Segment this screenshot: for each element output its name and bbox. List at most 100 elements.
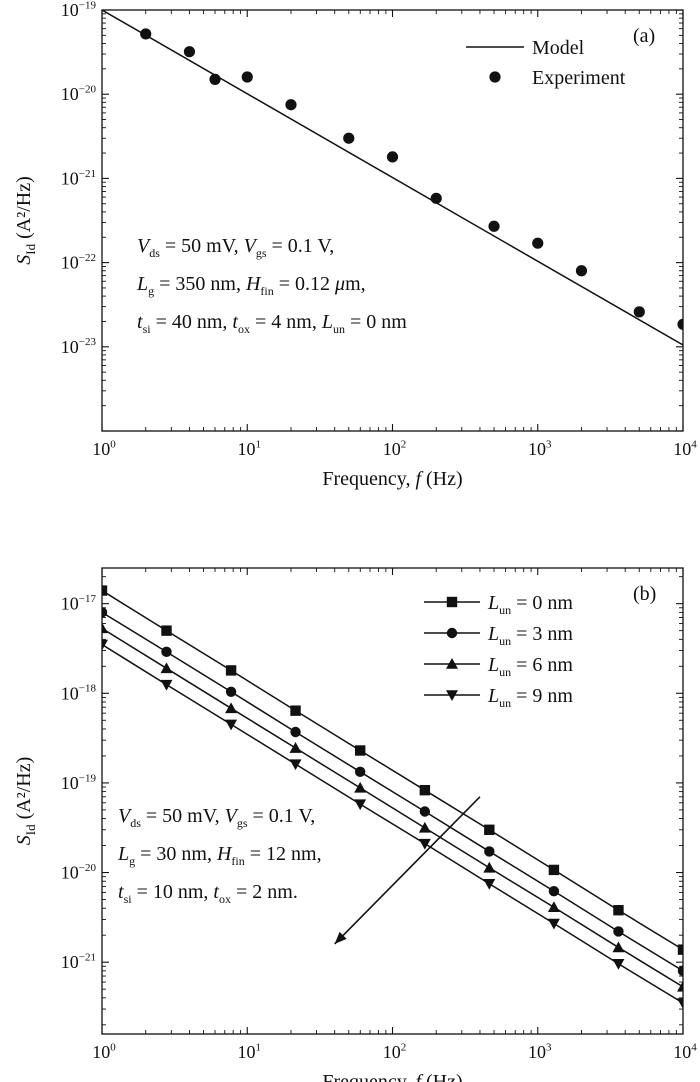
y-tick-label-mantissa: 10 [61,773,79,793]
series-point [102,639,108,651]
series-point [102,585,108,596]
y-tick-label: 10−20 [61,84,97,105]
x-tick-label: 101 [238,1041,262,1062]
legend-label-part: = 0 nm [511,592,573,614]
x-tick-label: 101 [238,438,262,459]
annotation-line-part: gs [237,816,248,830]
x-tick-label: 100 [92,438,116,459]
annotation-line: Vds = 50 mV, Vgs = 0.1 V, [118,805,315,830]
legend-marker-swatch [446,658,458,669]
y-tick-label: 10−23 [61,336,97,357]
y-axis-title-unit: (A²/Hz) [13,176,35,244]
series-point [225,665,237,676]
series-point [483,861,496,873]
annotation-line-part: un [333,322,345,336]
series-point [289,759,302,771]
experiment-point [241,71,253,83]
x-tick-label-mantissa: 10 [92,1042,110,1062]
experiment-point [633,306,645,318]
series-point [354,799,367,811]
y-tick-label-mantissa: 10 [61,84,79,104]
y-axis-title-symbol: S [13,835,35,845]
x-tick-label-exponent: 1 [256,438,262,450]
annotation-line-part: μ [334,273,345,295]
annotation-line: Vds = 50 mV, Vgs = 0.1 V, [137,235,334,260]
trend-arrow-head [334,931,347,944]
y-axis-title-symbol: S [13,255,35,265]
x-tick-label: 102 [383,1041,407,1062]
annotation-line-part: H [216,843,233,865]
y-tick-label: 10−17 [61,593,97,614]
series-point [547,901,560,913]
y-tick-label: 10−19 [61,0,97,20]
series-point [102,607,108,618]
series-point [161,625,172,636]
y-tick-label-exponent: −19 [79,0,97,11]
experiment-point [140,28,152,40]
legend-label: Lun = 0 nm [487,592,573,617]
legend-label: Experiment [532,67,626,89]
y-tick-label-mantissa: 10 [61,253,79,273]
annotation-line-part: t [213,881,219,903]
x-tick-label-mantissa: 10 [383,1042,401,1062]
annotation-line: Lg = 30 nm, Hfin = 12 nm, [117,843,322,868]
legend-label-part: L [487,592,499,614]
model-line [102,10,683,346]
legend-entry: Lun = 9 nm [424,685,573,710]
annotation-line-part: = 50 mV, [160,235,244,257]
x-tick-label-exponent: 3 [546,438,552,450]
y-tick-label-exponent: −20 [79,862,97,874]
x-tick-label-mantissa: 10 [238,1042,256,1062]
annotation-line-part: = 40 nm, [151,311,233,333]
y-tick-label-mantissa: 10 [61,0,79,20]
annotation-line-part: V [225,805,240,827]
series-point [290,705,301,716]
annotation-line-part: ds [130,816,141,830]
x-axis-title: Frequency, f (Hz) [322,468,462,490]
panel-label: (a) [633,25,655,47]
legend-label-part: L [487,623,499,645]
y-tick-label: 10−21 [61,952,96,973]
series-point [419,784,431,796]
annotation-line-part: V [118,805,133,827]
series-point [483,878,496,890]
annotation-line-part: t [137,311,143,333]
y-axis-title: SId (A²/Hz) [13,757,38,845]
legend-dot-swatch [489,71,501,83]
data-layer [102,585,683,1010]
annotation-line-part: L [136,273,148,295]
annotation-line-part: g [148,284,154,298]
x-tick-label-exponent: 0 [110,438,116,450]
legend-label-part: un [499,603,511,617]
y-axis-title-subscript: Id [23,243,38,254]
x-tick-label-exponent: 2 [401,438,407,450]
legend-label-part: L [487,685,499,707]
annotation-line-part: = 0.12 [274,273,335,295]
series-point [612,941,625,953]
series-point [548,885,560,897]
x-tick-label: 103 [528,438,552,459]
legend-label-part: un [499,665,511,679]
series-point [225,719,238,731]
annotation-line-part: = 4 nm, [250,311,322,333]
x-tick-label-exponent: 4 [691,1041,697,1053]
annotation-line-part: fin [260,284,273,298]
x-tick-label-mantissa: 10 [383,439,401,459]
experiment-point [677,318,683,330]
y-tick-label-exponent: −20 [79,84,97,96]
annotation-line-part: = 350 nm, [154,273,246,295]
y-tick-label: 10−19 [61,772,97,793]
series-point [484,824,495,835]
annotation-line-part: si [143,322,152,336]
series-point [548,864,560,876]
annotation-line-part: t [232,311,238,333]
annotation-line-part: = 50 mV, [141,805,225,827]
series-point [354,745,366,756]
annotation-line: tsi = 40 nm, tox = 4 nm, Lun = 0 nm [137,311,407,336]
y-tick-label-exponent: −22 [79,252,96,264]
series-point [289,742,302,753]
experiment-point [532,237,544,249]
series-point [613,905,624,916]
